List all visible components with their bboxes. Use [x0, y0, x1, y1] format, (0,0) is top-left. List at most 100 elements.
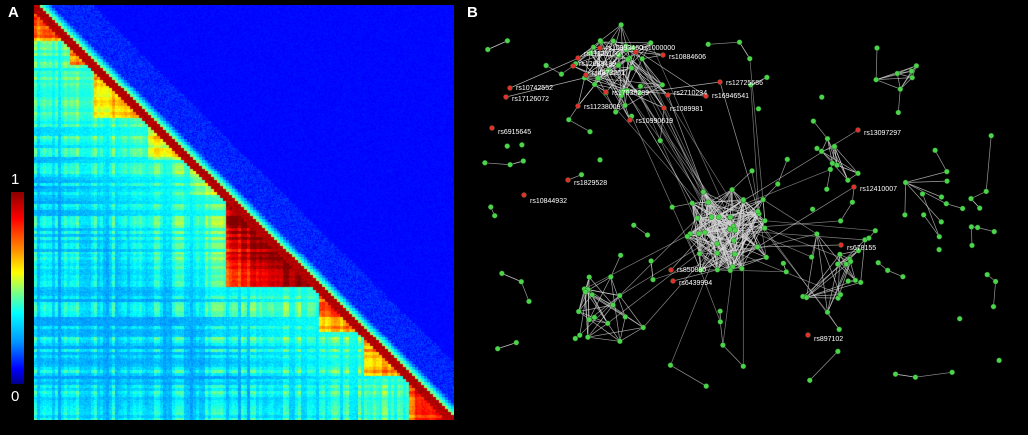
network-edge	[711, 169, 831, 218]
network-edge	[691, 203, 700, 254]
network-node	[484, 46, 491, 53]
network-edge	[708, 202, 766, 222]
network-node	[684, 233, 691, 240]
network-node	[577, 332, 583, 339]
network-edge	[722, 266, 733, 346]
network-node	[727, 214, 734, 221]
network-edge	[620, 24, 743, 269]
network-edge	[610, 276, 621, 342]
network-node	[857, 279, 864, 286]
network-node	[938, 219, 945, 225]
network-edge	[598, 77, 663, 86]
network-edge	[729, 199, 744, 271]
network-node	[617, 338, 623, 345]
network-edge	[806, 282, 861, 298]
network-node	[760, 196, 766, 203]
network-edge	[578, 294, 593, 312]
network-edge	[618, 55, 622, 96]
network-node	[731, 227, 738, 234]
network-node	[499, 270, 505, 277]
network-node	[619, 88, 626, 95]
node-label: rs850880	[677, 267, 706, 274]
network-edge	[607, 226, 734, 324]
network-edge	[875, 79, 901, 90]
network-edge	[619, 327, 644, 342]
node-label: rs12683489	[579, 61, 616, 68]
network-edge	[584, 288, 621, 342]
network-node	[731, 251, 738, 257]
network-edge	[816, 233, 841, 295]
network-node	[809, 206, 816, 212]
node-label: rs11238009	[584, 104, 621, 111]
node-label: rs17126072	[512, 96, 549, 103]
network-node	[892, 371, 899, 377]
network-node	[969, 242, 975, 249]
network-edge	[607, 24, 622, 71]
highlighted-node	[717, 79, 723, 85]
network-edge	[764, 227, 851, 262]
network-edge	[704, 199, 744, 233]
network-node	[909, 74, 916, 81]
network-edge	[594, 57, 630, 85]
network-node	[897, 86, 904, 92]
network-edge	[934, 150, 948, 172]
network-node	[714, 266, 721, 273]
network-edge	[670, 364, 707, 387]
network-edge	[722, 344, 744, 367]
network-node	[894, 70, 901, 77]
network-node	[482, 159, 488, 166]
network-node	[834, 261, 841, 267]
network-node	[575, 308, 582, 315]
network-edge	[731, 189, 767, 258]
network-node	[587, 128, 593, 135]
network-node	[783, 268, 790, 275]
network-edge	[757, 186, 855, 248]
network-node	[617, 252, 624, 259]
network-edge	[593, 46, 735, 241]
highlighted-node	[855, 127, 861, 133]
network-node	[644, 232, 651, 238]
network-edge	[625, 59, 629, 91]
network-edge	[687, 236, 735, 255]
network-edge	[590, 52, 631, 121]
network-node	[543, 62, 549, 69]
network-edge	[834, 146, 859, 174]
network-edge	[600, 41, 736, 231]
node-label: rs1829528	[574, 180, 607, 187]
network-edge	[631, 116, 702, 271]
network-node	[944, 178, 950, 184]
network-edge	[809, 351, 839, 381]
network-node	[827, 166, 834, 173]
network-edge	[777, 159, 788, 185]
network-node	[558, 71, 565, 77]
network-node	[622, 314, 629, 320]
network-node	[717, 308, 723, 315]
network-edge	[699, 217, 712, 254]
network-node	[949, 369, 955, 376]
network-node	[639, 56, 645, 62]
network-node	[855, 170, 861, 177]
network-node	[650, 276, 656, 283]
network-node	[605, 67, 611, 74]
network-node	[740, 363, 747, 370]
network-edge	[587, 323, 608, 338]
network-edge	[734, 229, 865, 241]
network-node	[845, 177, 851, 183]
network-node	[968, 224, 975, 230]
highlighted-node	[503, 94, 509, 100]
highlighted-node	[489, 125, 495, 131]
network-node	[837, 291, 844, 298]
network-node	[852, 277, 859, 284]
network-edge	[588, 276, 614, 306]
network-edge	[629, 57, 669, 96]
network-node	[694, 215, 701, 221]
network-node	[504, 143, 511, 149]
network-node	[843, 261, 850, 268]
network-edge	[704, 232, 767, 258]
network-edge	[806, 239, 866, 298]
network-edge	[633, 224, 648, 236]
network-node	[696, 250, 703, 257]
network-node	[976, 205, 983, 211]
network-node	[824, 309, 831, 316]
